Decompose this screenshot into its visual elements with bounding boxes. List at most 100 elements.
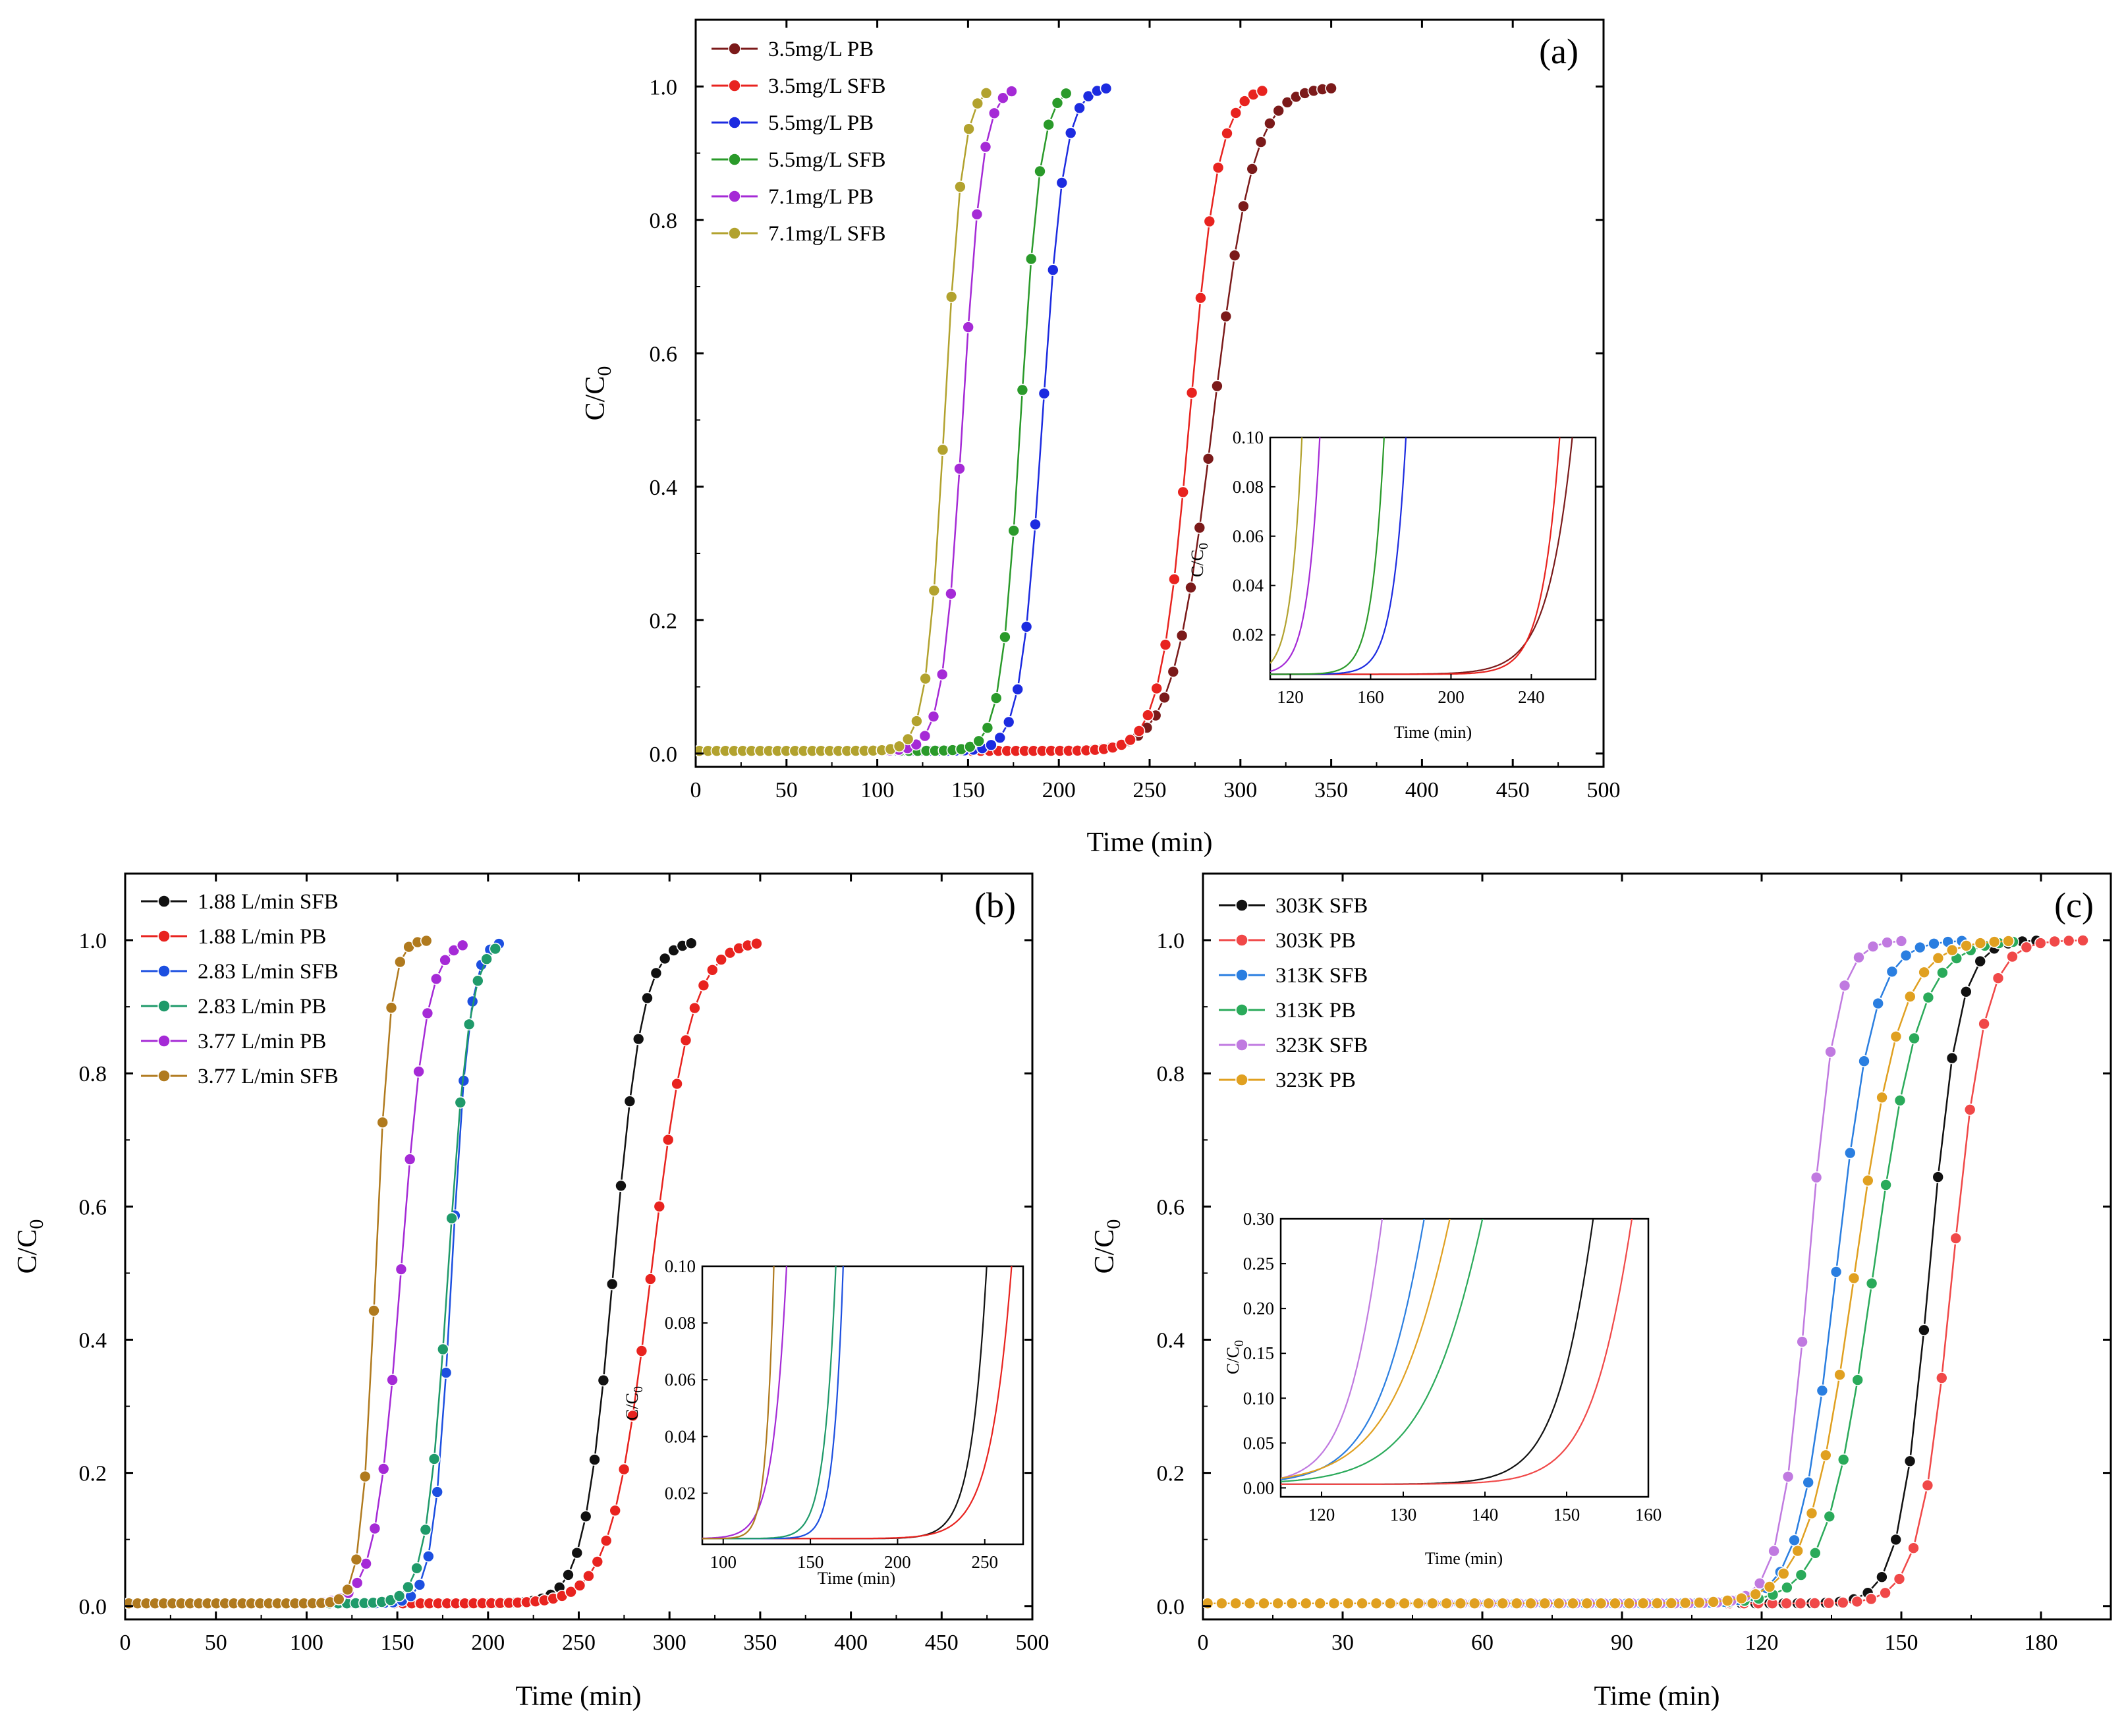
inset-frame-a xyxy=(1269,436,1597,681)
data-point-c-4-44 xyxy=(1824,1046,1837,1058)
data-point-a-5-24 xyxy=(901,733,914,746)
data-point-a-0-65 xyxy=(1264,117,1276,130)
inset-y-tick-label-c-2: 0.10 xyxy=(1243,1388,1274,1408)
data-point-c-0-55 xyxy=(1974,955,1986,968)
axis-layer-a: 0 50 100 150 200 250 300 350 400 450 500 0.0 0.2 0.4 0… xyxy=(650,20,1621,802)
inset-series-line-b-5 xyxy=(702,1266,775,1540)
data-point-c-5-10 xyxy=(1342,1597,1355,1610)
data-point-b-5-26 xyxy=(350,1553,363,1566)
data-point-c-1-58 xyxy=(2020,941,2033,954)
data-point-c-1-47 xyxy=(1864,1592,1878,1606)
y-tick-label-b-1: 0.2 xyxy=(79,1462,107,1486)
inset-y-tick-label-a-0: 0.02 xyxy=(1233,625,1264,645)
inset-b: 100 150 200 250 0.02 0.04 0.06 0.08 0.10 Time (m… xyxy=(623,1256,1024,1588)
data-point-a-0-72 xyxy=(1325,82,1337,95)
legend-marker-a-2 xyxy=(728,116,741,129)
data-point-a-2-36 xyxy=(1011,683,1024,696)
inset-x-title-c: Time (min) xyxy=(1425,1549,1503,1568)
data-point-b-0-60 xyxy=(650,966,663,980)
y-tick-label-a-2: 0.4 xyxy=(650,476,678,500)
data-point-c-5-57 xyxy=(2002,935,2015,947)
data-point-c-5-18 xyxy=(1454,1597,1467,1610)
y-axis-title-a: C/C0 xyxy=(580,366,615,421)
panel-label-c: (c) xyxy=(2054,885,2094,925)
data-point-a-1-53 xyxy=(1159,638,1172,651)
data-point-c-5-56 xyxy=(1988,936,2001,948)
data-point-a-0-67 xyxy=(1281,96,1294,109)
legend-label-a-2: 5.5mg/L PB xyxy=(768,111,874,135)
data-point-b-1-53 xyxy=(591,1555,604,1568)
data-point-b-3-36 xyxy=(436,1343,449,1356)
data-point-c-5-38 xyxy=(1735,1592,1748,1605)
series-layer-c xyxy=(1203,934,2089,1610)
x-tick-label-a-4: 200 xyxy=(1042,778,1076,802)
data-point-c-1-44 xyxy=(1822,1596,1835,1610)
data-point-a-0-64 xyxy=(1254,136,1268,148)
data-point-c-5-33 xyxy=(1665,1597,1678,1610)
inset-y-tick-label-a-1: 0.04 xyxy=(1233,576,1264,596)
data-point-a-1-59 xyxy=(1212,161,1225,174)
data-point-c-1-46 xyxy=(1851,1595,1864,1608)
data-point-a-4-35 xyxy=(997,92,1009,104)
data-point-b-1-52 xyxy=(582,1569,595,1582)
data-point-c-1-59 xyxy=(2034,937,2047,949)
data-point-c-1-41 xyxy=(1780,1597,1793,1610)
y-axis-title-sub-a: 0 xyxy=(594,366,615,376)
inset-series-c xyxy=(1281,1219,1633,1485)
data-point-a-2-40 xyxy=(1047,264,1059,277)
inset-y-title-a: C/C0 xyxy=(1188,543,1211,577)
data-point-a-0-60 xyxy=(1219,310,1233,323)
inset-y-title-sub-a: 0 xyxy=(1196,543,1211,549)
data-point-c-2-46 xyxy=(1844,1146,1857,1160)
y-tick-label-b-0: 0.0 xyxy=(79,1595,107,1619)
legend-marker-c-0 xyxy=(1235,899,1248,912)
inset-a: 120 160 200 240 0.02 0.04 0.06 0.08 0.10 Time (m… xyxy=(1188,428,1597,742)
data-point-a-3-34 xyxy=(990,692,1003,704)
inset-x-tick-label-c-4: 160 xyxy=(1635,1505,1662,1525)
data-point-b-5-29 xyxy=(376,1116,389,1129)
data-point-a-0-56 xyxy=(1185,581,1197,594)
data-point-b-4-30 xyxy=(386,1374,399,1386)
data-point-a-5-27 xyxy=(928,584,941,597)
data-point-b-0-54 xyxy=(597,1374,610,1387)
inset-x-tick-label-b-0: 100 xyxy=(710,1552,737,1572)
data-point-a-2-41 xyxy=(1055,177,1069,189)
data-point-b-4-28 xyxy=(368,1522,381,1535)
panel-c: 0 30 60 90 120 150 180 0.0 0.2 0.4 0.6 0.8 1.0 303K … xyxy=(1090,872,2112,1712)
data-point-a-1-55 xyxy=(1177,486,1189,499)
data-point-b-4-36 xyxy=(439,954,451,966)
data-point-c-5-31 xyxy=(1636,1597,1650,1610)
legend-b: 1.88 L/min SFB 1.88 L/min PB 2.83 L/min SF… xyxy=(141,890,339,1088)
data-point-c-4-49 xyxy=(1895,935,1908,947)
data-point-c-5-43 xyxy=(1805,1507,1818,1520)
data-point-c-3-52 xyxy=(1936,966,1949,979)
data-point-c-5-55 xyxy=(1974,937,1987,949)
legend-label-b-2: 2.83 L/min SFB xyxy=(198,960,339,984)
axis-layer-b: 0 50 100 150 200 250 300 350 400 450 500 0.0 0.2 0.4 0… xyxy=(79,874,1049,1655)
data-point-b-1-50 xyxy=(565,1585,577,1598)
data-point-a-3-41 xyxy=(1051,97,1064,109)
y-axis-title-main-a: C/C xyxy=(580,376,611,421)
data-point-c-3-45 xyxy=(1837,1453,1850,1466)
inset-y-tick-label-c-0: 0.00 xyxy=(1243,1478,1274,1498)
data-point-a-1-57 xyxy=(1194,291,1207,304)
data-point-a-5-28 xyxy=(936,443,949,457)
data-point-c-5-51 xyxy=(1918,966,1930,979)
data-point-b-1-51 xyxy=(573,1579,586,1592)
legend-label-c-0: 303K SFB xyxy=(1275,894,1368,918)
data-point-c-5-34 xyxy=(1679,1596,1692,1610)
data-point-b-3-35 xyxy=(428,1453,441,1465)
axis-layer-c: 0 30 60 90 120 150 180 0.0 0.2 0.4 0.6 0.8 1.0 xyxy=(1157,874,2111,1655)
data-point-c-5-2 xyxy=(1229,1597,1242,1610)
x-tick-label-b-0: 0 xyxy=(120,1631,131,1655)
legend-marker-c-2 xyxy=(1235,968,1248,982)
data-point-a-4-30 xyxy=(953,462,966,475)
y-axis-title-main-c: C/C xyxy=(1090,1229,1120,1274)
y-axis-title-main-b: C/C xyxy=(13,1229,43,1274)
data-point-c-5-8 xyxy=(1314,1597,1326,1610)
data-point-c-5-0 xyxy=(1203,1597,1214,1610)
data-point-c-5-35 xyxy=(1693,1596,1706,1609)
inset-y-title-sub-c: 0 xyxy=(1232,1340,1246,1347)
x-tick-label-c-6: 180 xyxy=(2025,1631,2058,1655)
data-point-a-1-49 xyxy=(1124,733,1136,746)
